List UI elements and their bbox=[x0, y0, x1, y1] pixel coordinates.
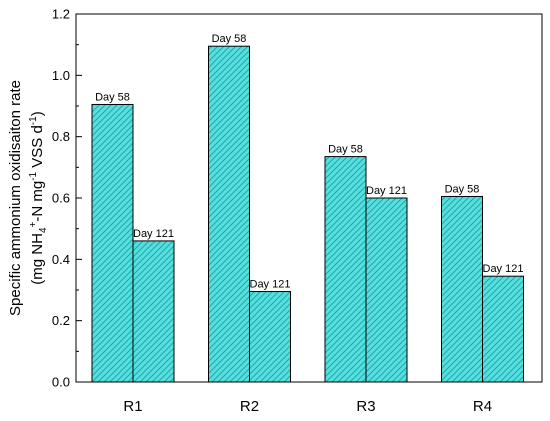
data-label: Day 121 bbox=[133, 228, 174, 240]
y-tick-label: 0.2 bbox=[52, 313, 70, 328]
data-label: Day 121 bbox=[250, 279, 291, 291]
y-tick-label: 0.0 bbox=[52, 375, 70, 390]
y-tick-label: 1.2 bbox=[52, 7, 70, 22]
y-tick-label: 1.0 bbox=[52, 68, 70, 83]
x-tick-label: R4 bbox=[473, 398, 492, 415]
y-axis-title-line2: (mg NH4+-N mg-1 VSS d-1) bbox=[28, 111, 49, 284]
bar-r1-day-58 bbox=[91, 103, 134, 383]
data-label: Day 121 bbox=[366, 185, 407, 197]
x-tick-label: R2 bbox=[240, 398, 259, 415]
bar-r1-day-121 bbox=[132, 240, 175, 383]
data-label: Day 58 bbox=[445, 183, 480, 195]
data-label: Day 58 bbox=[328, 144, 363, 156]
y-tick-label: 0.4 bbox=[52, 252, 70, 267]
data-label: Day 58 bbox=[95, 91, 130, 103]
bar-r3-day-121 bbox=[365, 197, 408, 383]
y-axis-title-line1: Specific ammonium oxidisaiton rate bbox=[7, 80, 24, 316]
bar-r4-day-58 bbox=[441, 195, 483, 383]
x-tick-label: R3 bbox=[356, 398, 375, 415]
bar-r4-day-121 bbox=[482, 275, 524, 383]
data-label: Day 58 bbox=[212, 33, 247, 45]
bar-r2-day-58 bbox=[208, 45, 250, 383]
y-axis-title: Specific ammonium oxidisaiton rate (mg N… bbox=[7, 80, 49, 316]
y-axis-ticks: 0.0 0.2 0.4 0.6 0.8 1.0 1.2 bbox=[52, 7, 82, 390]
x-tick-label: R1 bbox=[123, 398, 142, 415]
x-axis-ticks: R1 R2 R3 R4 bbox=[123, 377, 492, 415]
bars-layer bbox=[91, 45, 524, 383]
data-labels-layer: Day 58 Day 121 Day 58 Day 121 Day 58 Day 121 D… bbox=[95, 33, 523, 290]
y-tick-label: 0.8 bbox=[52, 129, 70, 144]
bar-r2-day-121 bbox=[249, 291, 291, 383]
y-tick-label: 0.6 bbox=[52, 191, 70, 206]
bar-r3-day-58 bbox=[324, 156, 367, 383]
data-label: Day 121 bbox=[483, 263, 524, 275]
